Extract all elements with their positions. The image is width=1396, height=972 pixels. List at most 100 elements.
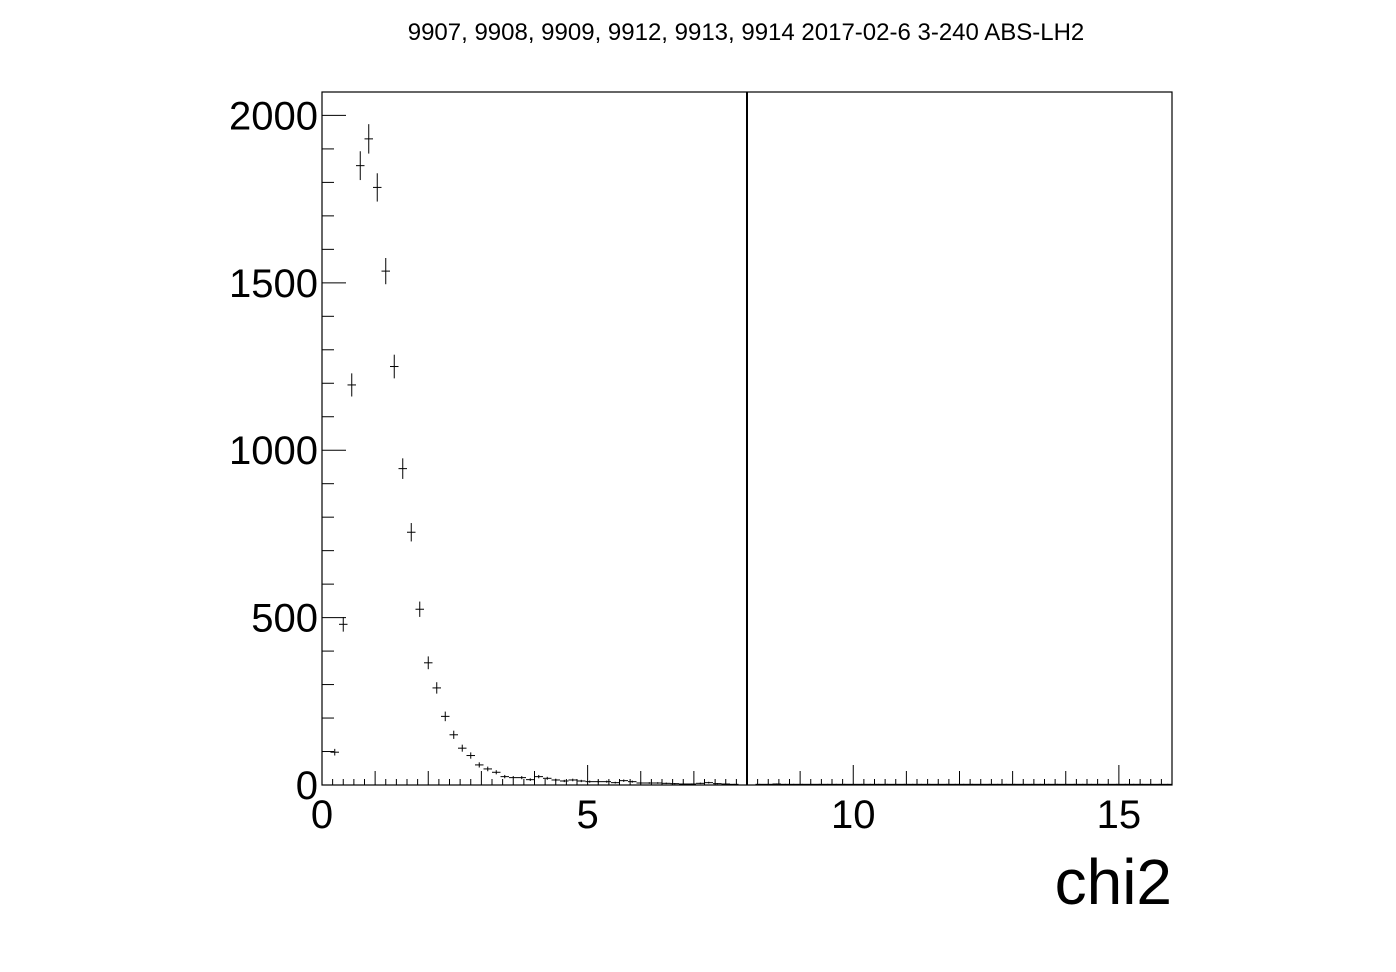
data-point [687,783,696,785]
data-point [415,601,424,617]
data-point [543,776,552,780]
data-point [730,783,739,785]
data-point [696,782,705,785]
data-point [1002,783,1011,785]
data-point [577,779,586,783]
data-point [1146,783,1155,785]
data-point [1044,783,1053,785]
data-point [1019,783,1028,785]
data-point [713,782,722,785]
data-point [1163,783,1172,785]
data-point [976,783,985,785]
data-point [611,781,620,784]
data-point [594,780,603,783]
data-point [1121,783,1130,785]
data-point [968,783,977,785]
data-point [1027,783,1036,785]
data-point [1155,783,1164,785]
data-point [500,774,509,779]
y-tick-label: 0 [296,764,318,808]
data-point [534,774,543,779]
data-point [917,783,926,785]
data-point [1078,783,1087,785]
data-point [942,783,951,785]
data-point [517,776,526,780]
data-point [1104,783,1113,785]
data-point [857,783,866,785]
data-point [662,782,671,785]
x-tick-label: 0 [311,793,333,837]
x-axis-title: chi2 [1055,846,1172,918]
data-point [891,783,900,785]
data-point [339,616,348,632]
data-point [704,781,713,784]
data-point [806,783,815,785]
data-point [432,682,441,694]
data-point [356,151,365,181]
data-point [1070,783,1079,785]
data-point [670,782,679,785]
data-point [347,373,356,397]
data-point [483,766,492,772]
data-point [381,257,390,285]
data-point [585,780,594,783]
data-point [492,770,501,775]
data-point [364,124,373,154]
data-point [1061,783,1070,785]
y-axis: 0 500 1000 1500 2000 [229,94,346,808]
data-point [398,458,407,479]
y-tick-label: 2000 [229,94,318,138]
data-point [330,748,339,756]
x-tick-label: 10 [831,793,876,837]
data-points [330,124,1172,785]
data-point [755,783,764,785]
y-tick-label: 500 [251,597,318,641]
data-point [883,783,892,785]
data-point [721,783,730,785]
data-point [1036,783,1045,785]
data-point [832,783,841,785]
data-point [1095,783,1104,785]
data-point [602,780,611,783]
data-point [781,783,790,785]
data-point [959,783,968,785]
x-tick-label: 15 [1097,793,1142,837]
data-point [1010,783,1019,785]
data-point [679,783,688,785]
x-tick-label: 5 [577,793,599,837]
data-point [560,779,569,783]
data-point [908,783,917,785]
data-point [645,782,654,784]
data-point [653,782,662,784]
data-point [1053,783,1062,785]
data-point [823,783,832,785]
y-tick-label: 1000 [229,429,318,473]
data-point [1129,783,1138,785]
data-point [475,762,484,768]
data-point [390,354,399,379]
data-point [925,783,934,785]
data-point [840,783,849,785]
data-point [993,783,1002,785]
data-point [951,783,960,785]
data-point [551,778,560,782]
data-point [934,783,943,785]
data-point [1138,783,1147,785]
data-point [568,778,577,782]
data-point [900,783,909,785]
data-point [764,783,773,785]
data-point [373,173,382,202]
data-point [466,752,475,759]
data-point [1087,783,1096,785]
data-point [798,783,807,785]
data-point [458,744,467,752]
data-point [407,523,416,542]
data-point [772,783,781,785]
data-point [985,783,994,785]
chart-title: 9907, 9908, 9909, 9912, 9913, 9914 2017-… [408,19,1085,46]
data-point [424,656,433,670]
data-point [1112,783,1121,785]
data-point [628,780,637,783]
data-point [849,783,858,785]
